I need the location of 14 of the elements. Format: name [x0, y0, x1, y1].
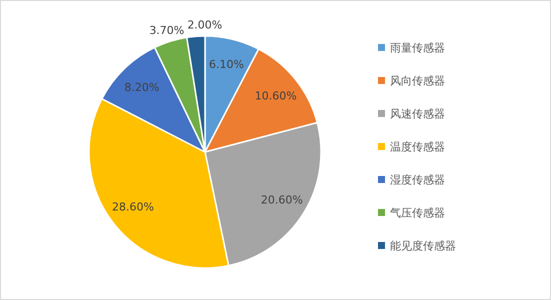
legend-label: 风速传感器: [390, 108, 445, 120]
data-label: 8.20%: [124, 81, 160, 94]
data-label: 28.60%: [112, 200, 154, 214]
legend-label: 湿度传感器: [390, 174, 445, 186]
data-label: 20.60%: [260, 194, 303, 207]
legend-label: 风向传感器: [390, 74, 445, 88]
legend-label: 雨量传感器: [390, 42, 445, 54]
legend-label: 温度传感器: [390, 140, 445, 154]
legend-label: 能见度传感器: [390, 240, 456, 252]
data-label: 2.00%: [187, 18, 222, 32]
data-label: 10.60%: [254, 90, 297, 103]
legend-label: 气压传感器: [390, 206, 445, 220]
data-label: 6.10%: [209, 58, 244, 72]
data-label: 3.70%: [149, 24, 184, 37]
